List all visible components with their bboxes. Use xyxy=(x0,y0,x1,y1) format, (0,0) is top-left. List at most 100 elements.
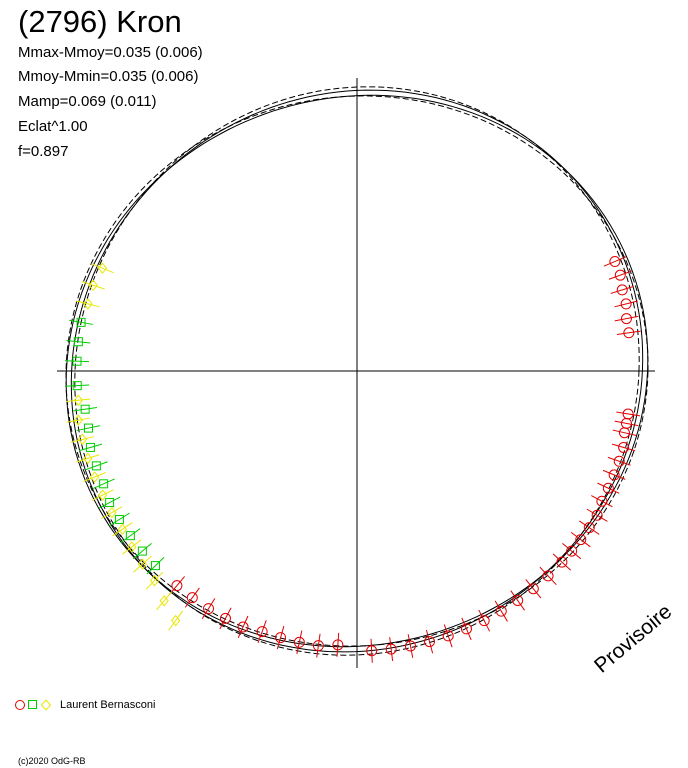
square-marker xyxy=(91,461,101,471)
yellow-diamond-point xyxy=(112,522,133,537)
diamond-marker xyxy=(107,506,117,519)
plot-axes xyxy=(57,78,655,668)
diamond-marker xyxy=(89,471,100,483)
circle-marker xyxy=(618,427,630,439)
circle-marker xyxy=(332,639,344,651)
red-circle-point xyxy=(539,566,557,586)
error-bar xyxy=(120,528,141,544)
circle-marker xyxy=(566,545,578,557)
circle-marker xyxy=(186,592,198,604)
red-circle-point xyxy=(586,508,608,522)
error-bar xyxy=(370,638,373,663)
square-marker xyxy=(150,561,160,571)
square-marker xyxy=(114,514,124,524)
red-circle-point xyxy=(616,327,641,339)
error-bar xyxy=(443,624,453,648)
error-bar xyxy=(76,454,100,463)
error-bar xyxy=(84,461,108,471)
circle-marker xyxy=(256,626,268,638)
red-circle-point xyxy=(570,531,591,548)
green-square-point xyxy=(108,512,130,527)
stat-mean-min: Mmoy-Mmin=0.035 (0.006) xyxy=(18,68,199,85)
green-square-point xyxy=(64,356,90,366)
red-circle-point xyxy=(597,482,620,494)
circle-marker xyxy=(442,630,454,642)
yellow-diamond-point xyxy=(156,591,173,611)
error-bar xyxy=(133,555,152,573)
red-circle-point xyxy=(442,624,454,648)
red-circle-point xyxy=(608,269,632,281)
red-circle-point xyxy=(385,637,397,662)
red-circle-point xyxy=(256,620,268,644)
circle-marker xyxy=(385,643,397,655)
error-bar xyxy=(76,300,100,308)
error-bar xyxy=(494,600,508,622)
legend-diamond-marker xyxy=(40,699,52,711)
green-square-point xyxy=(65,381,90,391)
circle-marker xyxy=(275,632,287,644)
circle-marker xyxy=(613,455,625,467)
circle-marker xyxy=(596,495,608,507)
error-bar xyxy=(478,609,491,632)
error-bar xyxy=(562,542,582,560)
error-bar xyxy=(510,590,525,611)
circle-marker xyxy=(478,615,490,627)
error-bar xyxy=(603,256,627,267)
error-bar xyxy=(539,566,557,586)
circle-marker xyxy=(602,482,614,494)
square-marker xyxy=(80,404,90,414)
error-bar xyxy=(237,615,249,639)
green-square-point xyxy=(66,337,91,347)
square-marker xyxy=(83,423,93,433)
red-circle-point xyxy=(552,553,572,571)
yellow-diamond-point xyxy=(66,414,91,426)
red-circle-point xyxy=(607,455,631,467)
red-circle-point xyxy=(614,298,638,310)
error-bar xyxy=(168,610,184,631)
legend: Laurent Bernasconi xyxy=(14,697,155,713)
error-bar xyxy=(586,508,608,522)
square-marker xyxy=(125,531,135,541)
error-bar xyxy=(610,285,634,294)
yellow-diamond-point xyxy=(76,298,100,310)
red-circle-point xyxy=(201,598,216,620)
red-circle-point xyxy=(610,284,634,296)
circle-marker xyxy=(623,327,635,339)
copyright-notice: (c)2020 OdG-RB xyxy=(18,756,86,766)
error-bar xyxy=(611,443,636,452)
error-bar xyxy=(614,300,638,308)
error-bar xyxy=(425,629,434,654)
error-bar xyxy=(70,436,95,443)
error-bar xyxy=(146,556,165,575)
error-bar xyxy=(219,607,232,630)
plot-title: (2796) Kron xyxy=(18,4,182,39)
error-bar xyxy=(76,425,101,432)
circle-marker xyxy=(583,522,595,534)
red-circle-point xyxy=(612,427,637,439)
square-marker xyxy=(73,337,83,347)
red-circle-point xyxy=(614,313,639,325)
diamond-marker xyxy=(88,279,98,292)
red-circle-point xyxy=(591,495,613,508)
green-square-point xyxy=(98,496,121,509)
red-circle-point xyxy=(312,633,324,658)
circle-marker xyxy=(171,580,183,592)
error-bar xyxy=(66,339,91,344)
green-square-point xyxy=(76,423,101,433)
yellow-diamond-point xyxy=(91,262,114,274)
error-bar xyxy=(257,620,267,644)
stat-brightness-exponent: Eclat^1.00 xyxy=(18,118,88,135)
circle-marker xyxy=(620,298,632,310)
error-bar xyxy=(389,637,394,662)
circle-marker xyxy=(460,623,472,635)
error-bar xyxy=(614,315,639,322)
red-circle-point xyxy=(579,520,600,535)
green-square-point xyxy=(92,478,115,490)
error-bar xyxy=(73,407,98,412)
red-circle-point xyxy=(611,441,636,453)
diamond-marker xyxy=(83,298,93,310)
error-bar xyxy=(296,630,303,655)
error-bar xyxy=(91,263,114,274)
error-bar xyxy=(602,469,626,480)
diamond-marker xyxy=(149,574,160,587)
